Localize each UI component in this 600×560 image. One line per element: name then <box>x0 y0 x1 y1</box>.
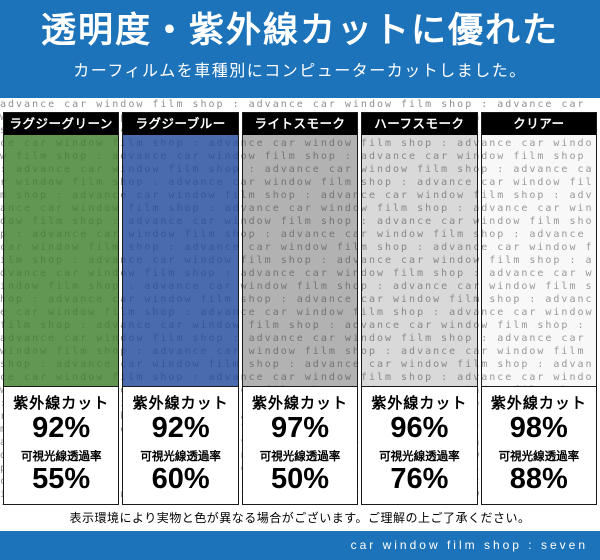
disclaimer-text: 表示環境により実物と色が異なる場合がございます。ご理解の上ご了承ください。 <box>0 505 600 531</box>
film-name: クリアー <box>481 113 597 135</box>
film-columns: ラグジーグリーン 紫外線カット 92% 可視光線透過率 55% ラグジーブルー … <box>0 98 600 505</box>
film-column-luxury-blue: ラグジーブルー 紫外線カット 92% 可視光線透過率 60% <box>122 112 239 505</box>
film-column-half-smoke: ハーフスモーク 紫外線カット 96% 可視光線透過率 76% <box>361 112 478 505</box>
footer-banner: car window film shop : seven <box>0 531 600 560</box>
vlt-label: 可視光線透過率 <box>20 450 102 463</box>
header-banner: 透明度・紫外線カットに優れた カーフィルムを車種別にコンピューターカットしました… <box>0 0 600 98</box>
film-stats: 紫外線カット 92% 可視光線透過率 60% <box>123 386 238 504</box>
vlt-value: 50% <box>270 462 330 495</box>
film-samples-section: advance car window film shop : advance c… <box>0 98 600 505</box>
uv-cut-value: 92% <box>151 412 210 444</box>
film-swatch-light-smoke <box>242 135 358 386</box>
uv-cut-label: 紫外線カット <box>13 395 110 412</box>
film-column-light-smoke: ライトスモーク 紫外線カット 97% 可視光線透過率 50% <box>241 112 359 505</box>
uv-cut-label: 紫外線カット <box>490 395 587 412</box>
vlt-value: 76% <box>390 462 449 495</box>
film-stats: 紫外線カット 97% 可視光線透過率 50% <box>242 386 358 504</box>
uv-cut-label: 紫外線カット <box>371 395 468 412</box>
vlt-label: 可視光線透過率 <box>379 450 460 463</box>
vlt-label: 可視光線透過率 <box>259 450 341 463</box>
film-stats: 紫外線カット 92% 可視光線透過率 55% <box>4 386 119 504</box>
film-column-luxury-green: ラグジーグリーン 紫外線カット 92% 可視光線透過率 55% <box>3 112 120 505</box>
uv-cut-value: 92% <box>32 412 91 444</box>
uv-cut-label: 紫外線カット <box>252 395 349 412</box>
film-column-clear: クリアー 紫外線カット 98% 可視光線透過率 88% <box>480 112 598 505</box>
film-stats: 紫外線カット 98% 可視光線透過率 88% <box>481 386 597 504</box>
film-swatch-clear <box>481 135 597 386</box>
subtitle: カーフィルムを車種別にコンピューターカットしました。 <box>73 62 527 80</box>
film-name: ライトスモーク <box>242 113 358 135</box>
vlt-value: 60% <box>151 462 210 495</box>
main-title: 透明度・紫外線カットに優れた <box>40 11 559 50</box>
vlt-value: 88% <box>509 462 568 495</box>
film-swatch-luxury-blue <box>123 135 238 386</box>
vlt-label: 可視光線透過率 <box>498 450 580 463</box>
film-name: ラグジーグリーン <box>4 113 119 135</box>
film-swatch-half-smoke <box>362 135 477 386</box>
vlt-value: 55% <box>32 462 91 495</box>
film-name: ハーフスモーク <box>362 113 477 135</box>
uv-cut-value: 98% <box>509 412 568 444</box>
vlt-label: 可視光線透過率 <box>140 450 221 463</box>
film-swatch-luxury-green <box>4 135 119 386</box>
film-stats: 紫外線カット 96% 可視光線透過率 76% <box>362 386 477 504</box>
film-name: ラグジーブルー <box>123 113 238 135</box>
uv-cut-label: 紫外線カット <box>132 395 229 412</box>
shop-name: car window film shop : seven <box>350 538 588 552</box>
uv-cut-value: 96% <box>390 412 449 444</box>
uv-cut-value: 97% <box>270 412 330 444</box>
